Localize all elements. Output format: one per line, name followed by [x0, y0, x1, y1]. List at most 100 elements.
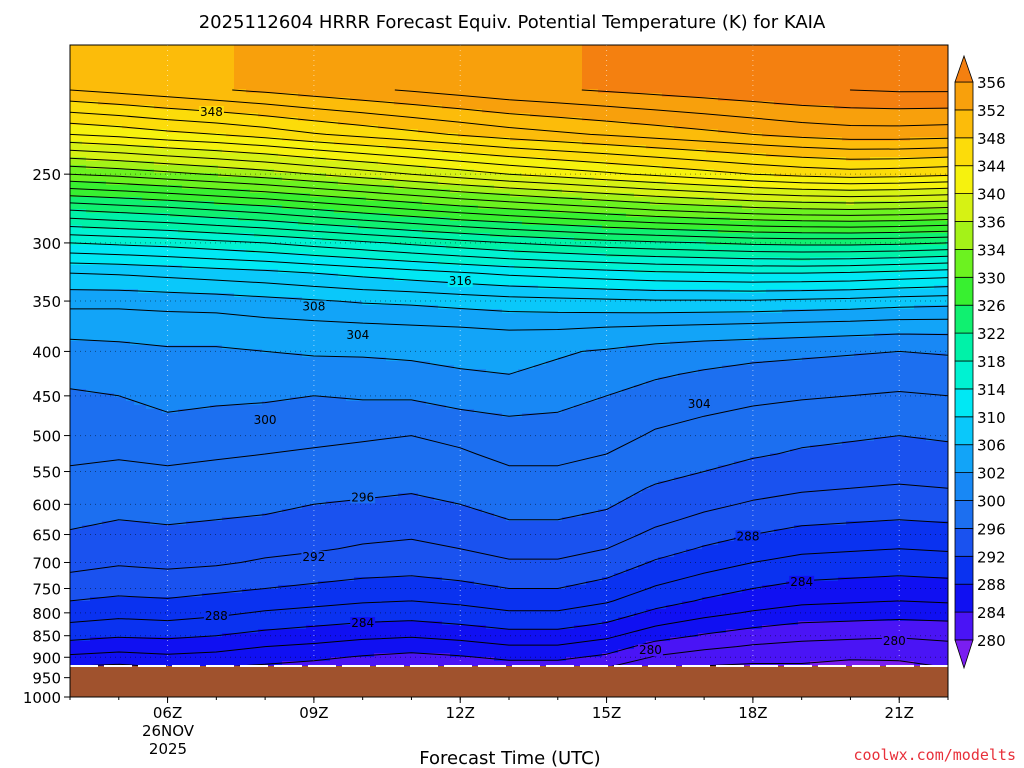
- heatmap-cell: [734, 77, 739, 82]
- heatmap-cell: [102, 97, 107, 102]
- heatmap-cell: [386, 101, 391, 106]
- heatmap-cell: [938, 49, 943, 54]
- heatmap-cell: [118, 85, 123, 90]
- heatmap-cell: [254, 65, 259, 70]
- heatmap-cell: [446, 85, 451, 90]
- heatmap-cell: [574, 81, 579, 86]
- heatmap-cell: [414, 93, 419, 98]
- heatmap-cell: [282, 77, 287, 82]
- heatmap-cell: [102, 93, 107, 98]
- heatmap-cell: [482, 105, 487, 110]
- heatmap-cell: [270, 69, 275, 74]
- heatmap-cell: [370, 53, 375, 58]
- heatmap-cell: [766, 89, 771, 94]
- heatmap-cell: [546, 61, 551, 66]
- heatmap-cell: [98, 69, 103, 74]
- heatmap-cell: [798, 89, 803, 94]
- heatmap-cell: [662, 77, 667, 82]
- heatmap-cell: [438, 61, 443, 66]
- heatmap-cell: [758, 109, 763, 114]
- heatmap-cell: [398, 57, 403, 62]
- heatmap-cell: [94, 69, 99, 74]
- heatmap-cell: [786, 89, 791, 94]
- heatmap-cell: [710, 89, 715, 94]
- heatmap-cell: [586, 53, 591, 58]
- heatmap-cell: [666, 101, 671, 106]
- heatmap-cell: [418, 65, 423, 70]
- heatmap-cell: [190, 53, 195, 58]
- heatmap-cell: [82, 93, 87, 98]
- heatmap-cell: [438, 53, 443, 58]
- heatmap-cell: [742, 69, 747, 74]
- heatmap-cell: [118, 81, 123, 86]
- heatmap-cell: [450, 57, 455, 62]
- heatmap-cell: [478, 81, 483, 86]
- heatmap-cell: [570, 101, 575, 106]
- heatmap-cell: [782, 81, 787, 86]
- heatmap-cell: [918, 113, 923, 118]
- heatmap-cell: [534, 69, 539, 74]
- heatmap-cell: [458, 49, 463, 54]
- heatmap-cell: [134, 89, 139, 94]
- heatmap-cell: [450, 85, 455, 90]
- heatmap-cell: [554, 49, 559, 54]
- heatmap-cell: [114, 45, 119, 50]
- heatmap-cell: [118, 97, 123, 102]
- heatmap-cell: [838, 57, 843, 62]
- heatmap-cell: [806, 81, 811, 86]
- heatmap-cell: [814, 109, 819, 114]
- heatmap-cell: [614, 93, 619, 98]
- heatmap-cell: [418, 93, 423, 98]
- heatmap-cell: [718, 109, 723, 114]
- heatmap-cell: [78, 69, 83, 74]
- heatmap-cell: [822, 97, 827, 102]
- heatmap-cell: [194, 49, 199, 54]
- heatmap-cell: [90, 77, 95, 82]
- heatmap-cell: [482, 61, 487, 66]
- heatmap-cell: [890, 45, 895, 50]
- heatmap-cell: [298, 61, 303, 66]
- heatmap-cell: [230, 85, 235, 90]
- heatmap-cell: [902, 57, 907, 62]
- heatmap-cell: [606, 81, 611, 86]
- heatmap-cell: [186, 61, 191, 66]
- heatmap-cell: [446, 109, 451, 114]
- heatmap-cell: [654, 57, 659, 62]
- heatmap-cell: [862, 53, 867, 58]
- heatmap-cell: [722, 73, 727, 78]
- heatmap-cell: [362, 85, 367, 90]
- heatmap-cell: [142, 81, 147, 86]
- heatmap-cell: [410, 105, 415, 110]
- heatmap-cell: [330, 89, 335, 94]
- heatmap-cell: [82, 73, 87, 78]
- heatmap-cell: [870, 77, 875, 82]
- heatmap-cell: [426, 77, 431, 82]
- heatmap-cell: [714, 69, 719, 74]
- heatmap-cell: [182, 89, 187, 94]
- heatmap-cell: [362, 101, 367, 106]
- heatmap-cell: [834, 61, 839, 66]
- heatmap-cell: [246, 73, 251, 78]
- heatmap-cell: [146, 53, 151, 58]
- heatmap-cell: [890, 93, 895, 98]
- heatmap-cell: [250, 61, 255, 66]
- heatmap-cell: [678, 49, 683, 54]
- heatmap-cell: [142, 69, 147, 74]
- heatmap-cell: [918, 57, 923, 62]
- heatmap-cell: [82, 49, 87, 54]
- heatmap-cell: [258, 77, 263, 82]
- heatmap-cell: [602, 81, 607, 86]
- heatmap-cell: [674, 113, 679, 118]
- heatmap-cell: [350, 81, 355, 86]
- heatmap-cell: [886, 69, 891, 74]
- heatmap-cell: [746, 45, 751, 50]
- heatmap-cell: [574, 49, 579, 54]
- heatmap-cell: [746, 69, 751, 74]
- heatmap-cell: [622, 81, 627, 86]
- heatmap-cell: [362, 61, 367, 66]
- heatmap-cell: [70, 85, 75, 90]
- heatmap-cell: [334, 65, 339, 70]
- heatmap-cell: [334, 113, 339, 118]
- heatmap-cell: [114, 109, 119, 114]
- heatmap-cell: [634, 85, 639, 90]
